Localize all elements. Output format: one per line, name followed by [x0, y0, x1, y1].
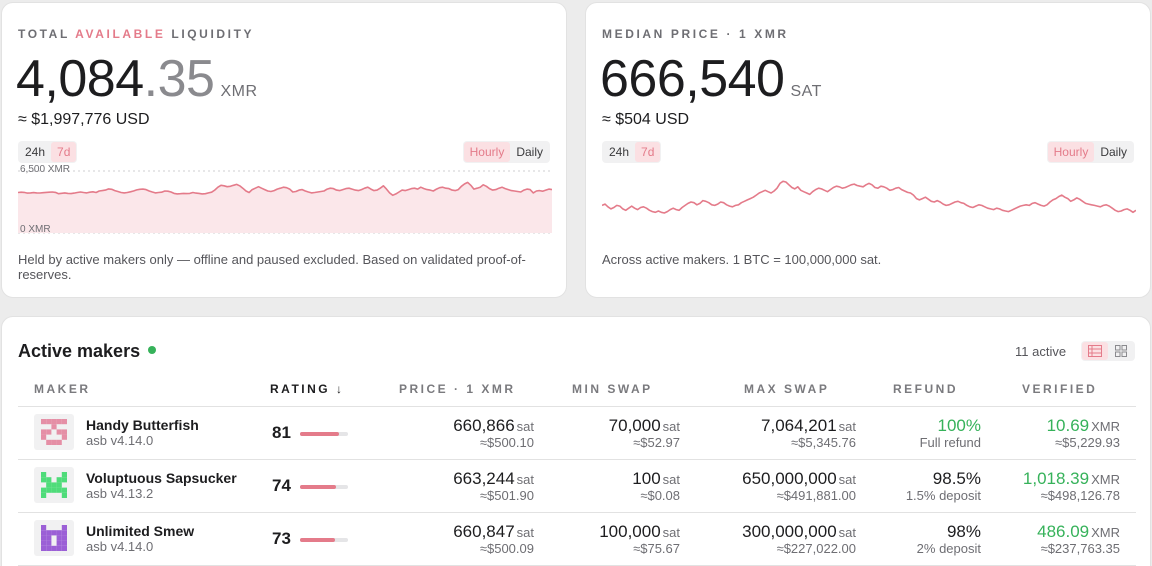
- price-note: Across active makers. 1 BTC = 100,000,00…: [602, 252, 882, 267]
- col-price[interactable]: PRICE · 1 XMR: [399, 382, 516, 396]
- col-rating[interactable]: RATING ↓: [270, 382, 345, 396]
- range-7d-button[interactable]: 7d: [51, 142, 77, 162]
- max-swap-cell: 300,000,000 sat ≈$227,022.00: [742, 522, 856, 556]
- col-verified[interactable]: VERIFIED: [1022, 382, 1098, 396]
- rating-bar-fill: [300, 432, 339, 436]
- price-cell: 660,847 sat ≈$500.09: [453, 522, 534, 556]
- series-line: [18, 181, 552, 197]
- price-card: MEDIAN PRICE · 1 XMR 666,540 SAT ≈ $504 U…: [585, 2, 1151, 298]
- liquidity-unit: XMR: [220, 83, 258, 100]
- list-view-icon[interactable]: [1082, 342, 1108, 360]
- live-status-dot: [148, 346, 157, 355]
- rating-bar-fill: [300, 485, 336, 489]
- price-value: 666,540 SAT: [600, 50, 822, 108]
- rating-bar-fill: [300, 538, 336, 542]
- col-maker[interactable]: MAKER: [34, 382, 91, 396]
- liquidity-label: TOTAL AVAILABLE LIQUIDITY: [18, 27, 255, 41]
- makers-title: Active makers: [18, 341, 157, 362]
- range-24h-button[interactable]: 24h: [25, 145, 46, 159]
- verified-cell: 10.69 XMR ≈$5,229.93: [1046, 416, 1120, 450]
- price-label: MEDIAN PRICE · 1 XMR: [602, 27, 789, 41]
- min-swap-cell: 100,000 sat ≈$75.67: [599, 522, 680, 556]
- liquidity-note: Held by active makers only — offline and…: [18, 252, 526, 282]
- table-header: MAKER RATING ↓ PRICE · 1 XMR MIN SWAP MA…: [18, 379, 1136, 407]
- price-cell: 663,244 sat ≈$501.90: [453, 469, 534, 503]
- col-min-swap[interactable]: MIN SWAP: [572, 382, 653, 396]
- price-range-toggle: 24h 7d: [602, 141, 662, 163]
- series-line: [602, 180, 1136, 214]
- price-granularity-toggle: Hourly Daily: [1046, 141, 1134, 163]
- sort-down-icon: ↓: [335, 382, 345, 396]
- rating-bar: [300, 538, 348, 542]
- maker-version: asb v4.13.2: [86, 486, 154, 501]
- maker-name[interactable]: Voluptuous Sapsucker: [86, 470, 237, 486]
- y-axis-bottom-label: 0 XMR: [20, 224, 51, 235]
- liquidity-granularity-toggle: Hourly Daily: [462, 141, 550, 163]
- maker-rating: 74: [272, 476, 291, 495]
- price-cell: 660,866 sat ≈$500.10: [453, 416, 534, 450]
- max-swap-cell: 7,064,201 sat ≈$5,345.76: [761, 416, 856, 450]
- maker-avatar: [34, 520, 74, 556]
- maker-name[interactable]: Handy Butterfish: [86, 417, 199, 433]
- maker-version: asb v4.14.0: [86, 539, 154, 554]
- col-refund[interactable]: REFUND: [893, 382, 958, 396]
- verified-cell: 486.09 XMR ≈$237,763.35: [1037, 522, 1120, 556]
- hourly-button[interactable]: Hourly: [1047, 142, 1095, 162]
- table-row[interactable]: Handy Butterfish asb v4.14.0 81 660,866 sat ≈…: [18, 407, 1136, 460]
- view-toggle: [1081, 341, 1135, 361]
- rating-bar: [300, 485, 348, 489]
- refund-cell: 100% Full refund: [919, 416, 981, 450]
- y-axis-top-label: 6,500 XMR: [20, 164, 71, 175]
- maker-rating: 81: [272, 423, 291, 442]
- max-swap-cell: 650,000,000 sat ≈$491,881.00: [742, 469, 856, 503]
- hourly-button[interactable]: Hourly: [463, 142, 511, 162]
- liquidity-usd: ≈ $1,997,776 USD: [18, 111, 150, 128]
- maker-rating: 73: [272, 529, 291, 548]
- price-unit: SAT: [790, 83, 822, 100]
- price-chart: [602, 180, 1136, 214]
- makers-card: Active makers 11 active MAKER RATING ↓ P…: [1, 316, 1151, 566]
- table-row[interactable]: Voluptuous Sapsucker asb v4.13.2 74 663,244…: [18, 460, 1136, 513]
- table-row[interactable]: Unlimited Smew asb v4.14.0 73 660,847 sat ≈$5…: [18, 513, 1136, 566]
- grid-view-icon[interactable]: [1108, 342, 1134, 360]
- range-7d-button[interactable]: 7d: [635, 142, 661, 162]
- refund-cell: 98% 2% deposit: [916, 522, 981, 556]
- daily-button[interactable]: Daily: [1100, 145, 1127, 159]
- area-fill: [18, 182, 552, 233]
- col-max-swap[interactable]: MAX SWAP: [744, 382, 830, 396]
- maker-avatar: [34, 414, 74, 450]
- verified-cell: 1,018.39 XMR ≈$498,126.78: [1022, 469, 1120, 503]
- range-24h-button[interactable]: 24h: [609, 145, 630, 159]
- maker-name[interactable]: Unlimited Smew: [86, 523, 195, 539]
- maker-version: asb v4.14.0: [86, 433, 154, 448]
- liquidity-card: TOTAL AVAILABLE LIQUIDITY 4,084.35 XMR ≈ …: [1, 2, 567, 298]
- min-swap-cell: 70,000 sat ≈$52.97: [608, 416, 680, 450]
- liquidity-range-toggle: 24h 7d: [18, 141, 78, 163]
- min-swap-cell: 100 sat ≈$0.08: [632, 469, 680, 503]
- refund-cell: 98.5% 1.5% deposit: [905, 469, 981, 503]
- price-usd: ≈ $504 USD: [602, 111, 690, 128]
- maker-avatar: [34, 467, 74, 503]
- liquidity-value: 4,084.35 XMR: [16, 50, 258, 108]
- rating-bar: [300, 432, 348, 436]
- liquidity-chart: [18, 170, 552, 234]
- daily-button[interactable]: Daily: [516, 145, 543, 159]
- makers-count: 11 active: [1015, 344, 1067, 359]
